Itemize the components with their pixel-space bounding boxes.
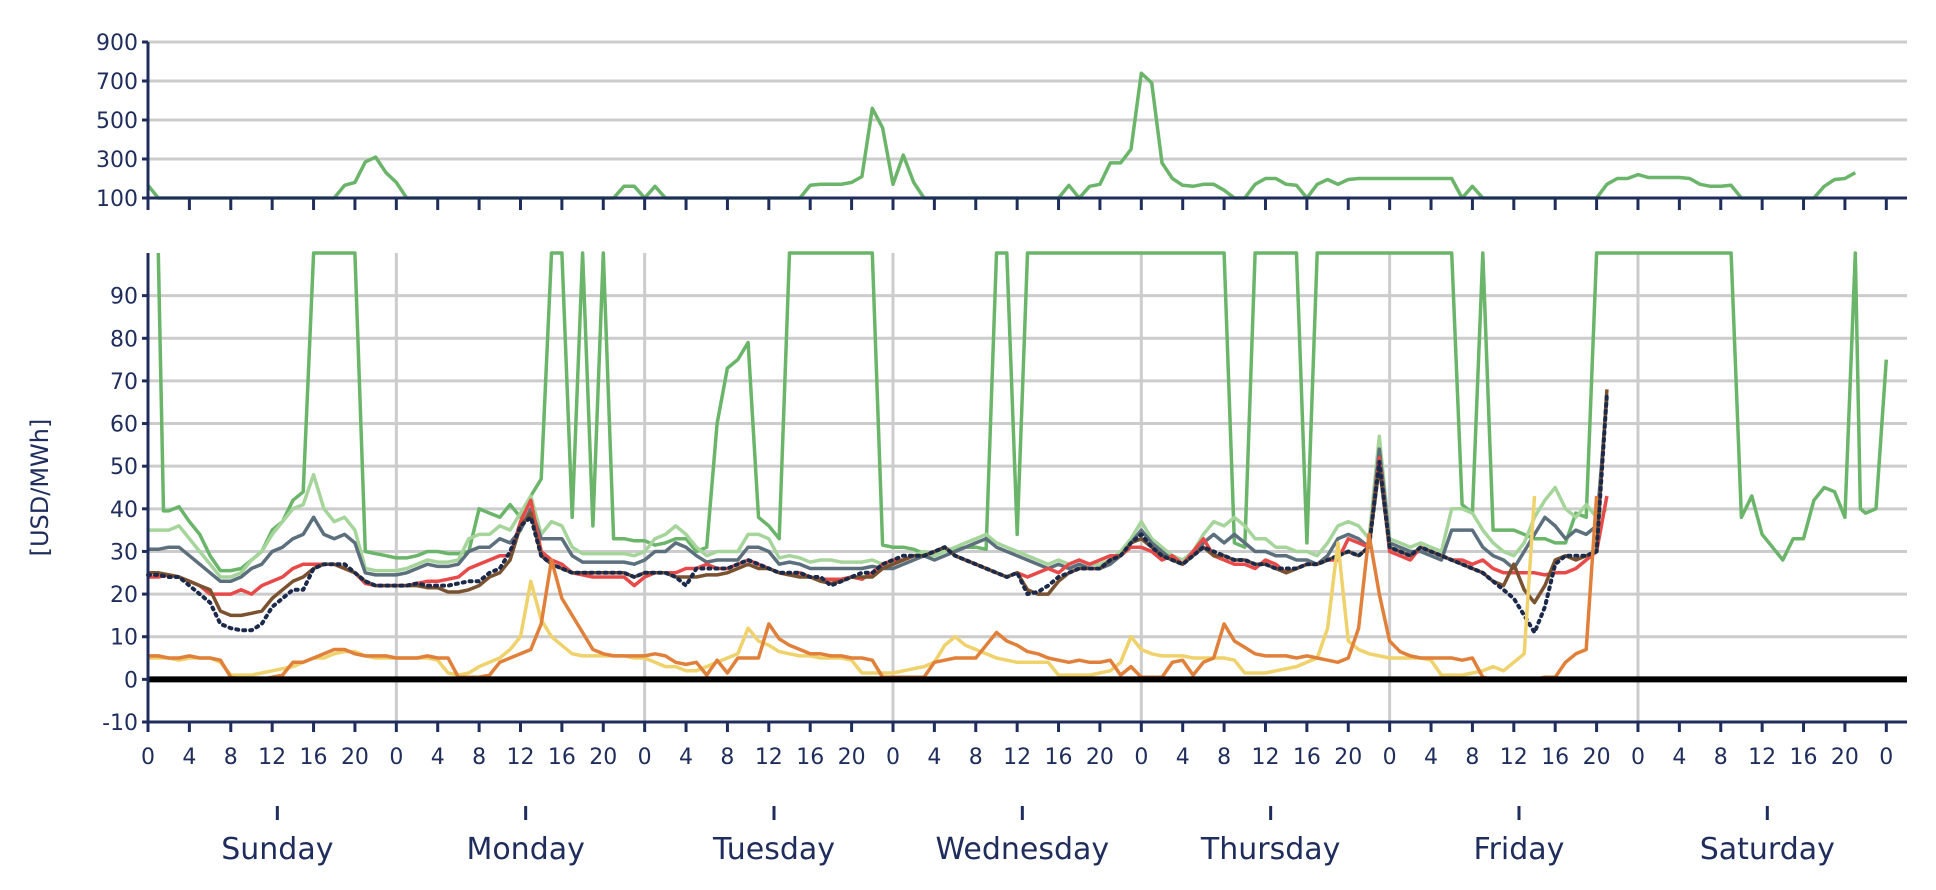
- x-tick-label: 0: [1134, 745, 1148, 770]
- x-tick-label: 12: [1003, 745, 1031, 770]
- x-tick-label: 8: [1465, 745, 1479, 770]
- lower-y-tick-label: 80: [110, 327, 138, 352]
- x-tick-label: 16: [1293, 745, 1321, 770]
- series-line: [146, 391, 1609, 635]
- x-tick-label: 8: [969, 745, 983, 770]
- x-tick-label: 16: [300, 745, 328, 770]
- lower-y-tick-label: 20: [110, 583, 138, 608]
- x-tick-label: 12: [755, 745, 783, 770]
- x-tick-label: 20: [838, 745, 866, 770]
- day-label: Monday: [466, 832, 584, 867]
- x-tick-label: 12: [1748, 745, 1776, 770]
- lower-y-tick-label: 10: [110, 626, 138, 651]
- day-label: Saturday: [1700, 832, 1835, 867]
- day-label: Thursday: [1200, 832, 1341, 867]
- lower-y-tick-label: 90: [110, 285, 138, 310]
- x-tick-label: 20: [1334, 745, 1362, 770]
- axes: [142, 40, 1907, 820]
- x-tick-label: 8: [224, 745, 238, 770]
- day-label: Sunday: [221, 832, 333, 867]
- x-tick-label: 0: [886, 745, 900, 770]
- x-tick-label: 8: [720, 745, 734, 770]
- x-tick-label: 12: [1251, 745, 1279, 770]
- upper-y-tick-label: 300: [96, 148, 138, 173]
- x-tick-label: 12: [258, 745, 286, 770]
- x-tick-label: 20: [589, 745, 617, 770]
- x-tick-label: 4: [1672, 745, 1686, 770]
- upper-y-tick-label: 900: [96, 31, 138, 56]
- series-line: [146, 71, 1857, 200]
- upper-y-tick-label: 500: [96, 109, 138, 134]
- x-tick-label: 4: [182, 745, 196, 770]
- x-tick-label: 16: [1541, 745, 1569, 770]
- x-tick-label: 0: [638, 745, 652, 770]
- series-line: [148, 495, 1599, 682]
- lower-y-tick-label: 40: [110, 498, 138, 523]
- lower-y-tick-label: 70: [110, 370, 138, 395]
- x-tick-label: 16: [1790, 745, 1818, 770]
- x-tick-label: 8: [472, 745, 486, 770]
- x-tick-label: 4: [679, 745, 693, 770]
- x-tick-label: 12: [1500, 745, 1528, 770]
- lower-y-tick-label: 0: [124, 668, 138, 693]
- x-tick-label: 20: [1583, 745, 1611, 770]
- x-tick-label: 0: [1383, 745, 1397, 770]
- x-tick-label: 12: [506, 745, 534, 770]
- day-label: Wednesday: [935, 832, 1109, 867]
- x-tick-label: 4: [1424, 745, 1438, 770]
- y-axis-title: [USD/MWh]: [26, 419, 54, 557]
- x-tick-label: 8: [1714, 745, 1728, 770]
- lower-y-tick-label: -10: [102, 711, 138, 736]
- lower-y-tick-label: 50: [110, 455, 138, 480]
- x-tick-label: 0: [389, 745, 403, 770]
- x-tick-label: 0: [1631, 745, 1645, 770]
- upper-y-tick-label: 700: [96, 70, 138, 95]
- x-tick-label: 16: [548, 745, 576, 770]
- x-tick-label: 16: [1045, 745, 1073, 770]
- series-lines: [146, 71, 1889, 682]
- x-tick-label: 16: [796, 745, 824, 770]
- x-tick-label: 0: [1879, 745, 1893, 770]
- x-tick-label: 20: [1831, 745, 1859, 770]
- series-line: [148, 434, 1609, 579]
- x-tick-label: 8: [1217, 745, 1231, 770]
- x-tick-label: 0: [141, 745, 155, 770]
- lower-y-tick-label: 60: [110, 413, 138, 438]
- x-tick-label: 4: [927, 745, 941, 770]
- day-label: Tuesday: [712, 832, 835, 867]
- x-tick-label: 20: [1086, 745, 1114, 770]
- upper-y-tick-label: 100: [96, 187, 138, 212]
- x-tick-label: 4: [431, 745, 445, 770]
- grid-lines: [148, 40, 1907, 724]
- x-tick-label: 20: [341, 745, 369, 770]
- day-label: Friday: [1474, 832, 1565, 867]
- lower-y-tick-label: 30: [110, 540, 138, 565]
- series-line: [148, 495, 1537, 677]
- series-line: [156, 251, 1889, 573]
- x-tick-label: 4: [1176, 745, 1190, 770]
